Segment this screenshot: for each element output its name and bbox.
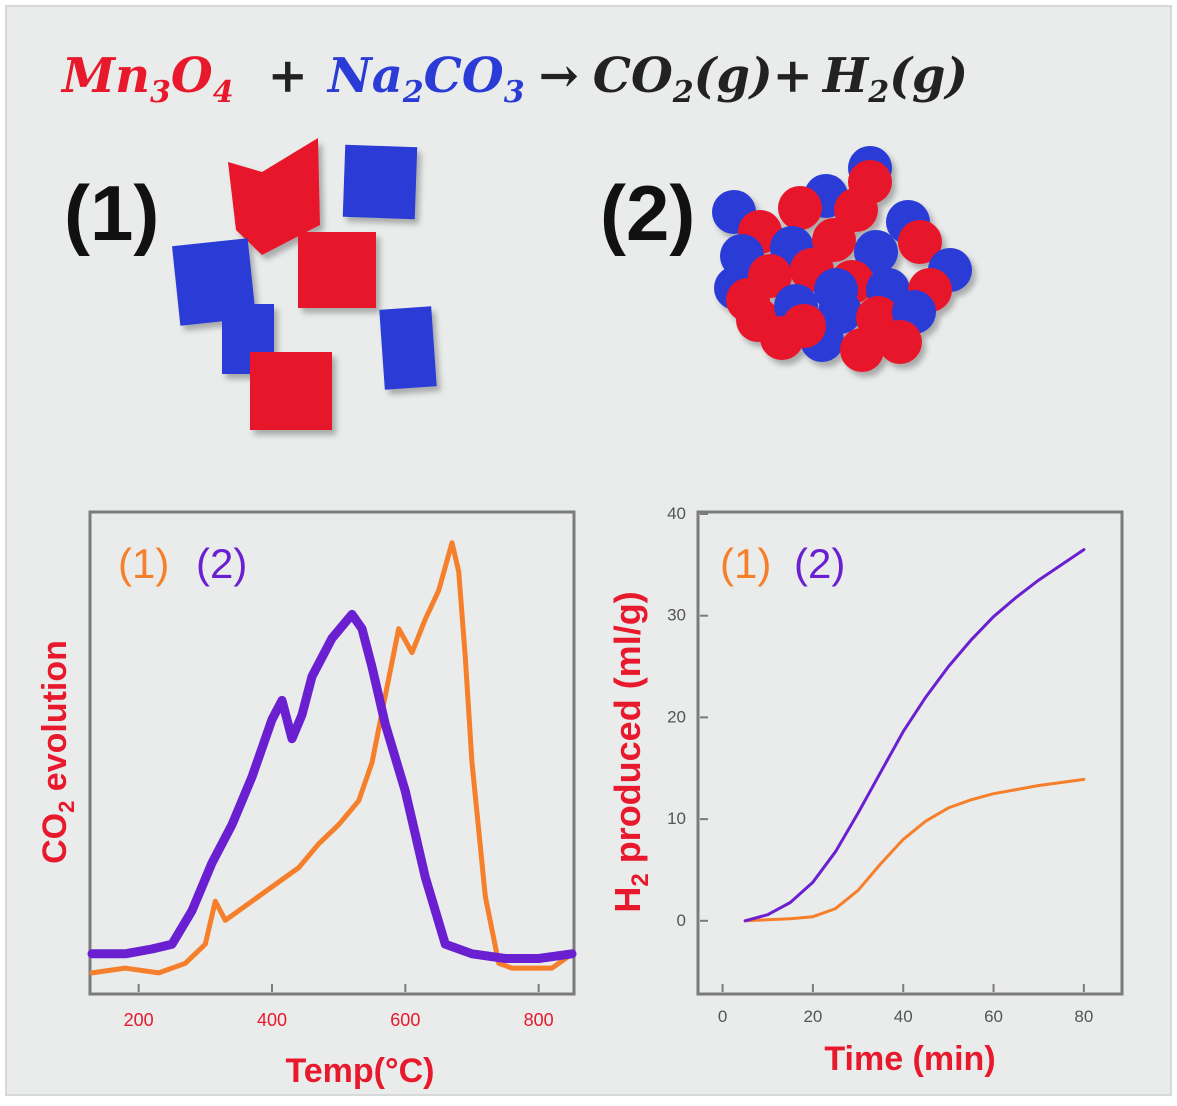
chart1-y-axis-label: CO2 evolution xyxy=(36,640,79,864)
equation-plus: + xyxy=(268,48,308,104)
equation-reactant1-sub1: 3 xyxy=(150,75,171,110)
co2-evolution-chart: 200 400 600 800 (1) (2) Temp(°C) CO2 evolut… xyxy=(36,510,577,1090)
x-tick-label: 60 xyxy=(984,1007,1003,1026)
x-tick-label: 800 xyxy=(524,1010,554,1030)
equation-product2: H xyxy=(821,48,870,104)
red-round-particle xyxy=(898,220,942,264)
chart2-series xyxy=(743,548,1086,923)
y-tick-label: 30 xyxy=(667,606,686,625)
series-line-1 xyxy=(743,777,1086,923)
equation-reactant1: Mn xyxy=(60,48,150,104)
chart1-y-label-rest: evolution xyxy=(36,640,74,801)
equation-product2-sub: 2 xyxy=(867,75,889,110)
equation-product1: CO xyxy=(593,48,673,104)
equation-reactant2-mid: CO xyxy=(424,48,504,104)
x-tick-label: 0 xyxy=(718,1007,727,1026)
h2-produced-chart: 0 20 40 60 80 0 10 20 30 40 (1) (2) Time (min) H2… xyxy=(607,504,1124,1078)
chart2-x-axis-label: Time (min) xyxy=(824,1040,995,1078)
chart1-series xyxy=(87,540,577,976)
equation-product2-state: (g) xyxy=(889,48,968,104)
separate-particles-illustration xyxy=(172,138,437,430)
chart1-legend: (1) (2) xyxy=(118,540,247,587)
series-line-2 xyxy=(743,548,1086,923)
equation-reactant1-sub2: 4 xyxy=(213,75,234,110)
blue-square-particle xyxy=(379,306,437,390)
chart2-plot-frame xyxy=(696,510,1124,996)
equation-reactant2-sub2: 3 xyxy=(504,75,525,110)
chart1-x-axis-label: Temp(°C) xyxy=(286,1052,435,1090)
red-round-particle xyxy=(840,328,884,372)
equation-product1-sub: 2 xyxy=(672,75,694,110)
chart2-y-label-rest: produced (ml/g) xyxy=(607,591,648,873)
mixed-particle-cluster xyxy=(712,146,972,372)
y-tick-label: 0 xyxy=(677,911,686,930)
y-tick-label: 40 xyxy=(667,504,686,523)
red-round-particle xyxy=(848,160,892,204)
x-tick-label: 400 xyxy=(257,1010,287,1030)
chart1-y-label-sub: 2 xyxy=(54,801,79,813)
equation-product1-state: (g)+ xyxy=(694,48,813,104)
panel-background xyxy=(5,5,1172,1096)
x-tick-label: 200 xyxy=(124,1010,154,1030)
series-line-2 xyxy=(87,609,577,963)
chart2-legend: (1) (2) xyxy=(720,540,845,587)
equation-reactant2-sub1: 2 xyxy=(402,75,424,110)
equation-text: Mn3O4 + Na2CO3 → CO2(g)+ H2(g) xyxy=(60,48,968,110)
chart2-y-label-main: H xyxy=(607,887,648,913)
x-tick-label: 80 xyxy=(1074,1007,1093,1026)
red-square-particle xyxy=(298,232,376,308)
series-line-1 xyxy=(89,540,575,976)
chart1-legend-item: (2) xyxy=(196,540,247,587)
blue-square-particle xyxy=(172,238,256,326)
x-tick-label: 600 xyxy=(390,1010,420,1030)
red-square-particle xyxy=(250,352,332,430)
chart2-legend-item: (1) xyxy=(720,540,771,587)
red-round-particle xyxy=(778,186,822,230)
equation-arrow: → xyxy=(539,48,579,104)
chart1-plot-frame xyxy=(88,510,576,996)
blue-round-particle xyxy=(854,230,898,274)
illustration-label-1: (1) xyxy=(64,169,159,257)
red-round-particle xyxy=(878,320,922,364)
chart2-y-label-sub: 2 xyxy=(627,873,654,886)
blue-square-particle xyxy=(342,144,418,220)
chart1-x-axis: 200 400 600 800 xyxy=(124,984,554,1030)
x-tick-label: 40 xyxy=(894,1007,913,1026)
red-round-particle xyxy=(726,278,770,322)
equation-reactant1-mid: O xyxy=(171,48,213,104)
red-round-particle xyxy=(782,304,826,348)
y-tick-label: 10 xyxy=(667,809,686,828)
reaction-equation: Mn3O4 + Na2CO3 → CO2(g)+ H2(g) xyxy=(60,48,968,110)
chart1-y-label-main: CO xyxy=(36,813,74,864)
chart1-legend-item: (1) xyxy=(118,540,169,587)
chart2-legend-item: (2) xyxy=(794,540,845,587)
illustration-label-2: (2) xyxy=(600,169,695,257)
red-shard-particle xyxy=(228,138,320,255)
chart2-y-axis-label: H2 produced (ml/g) xyxy=(607,591,654,912)
equation-reactant2: Na xyxy=(326,48,403,104)
chart2-axes: 0 20 40 60 80 0 10 20 30 40 xyxy=(667,504,1093,1026)
blue-round-particle xyxy=(814,268,858,312)
x-tick-label: 20 xyxy=(803,1007,822,1026)
y-tick-label: 20 xyxy=(667,707,686,726)
